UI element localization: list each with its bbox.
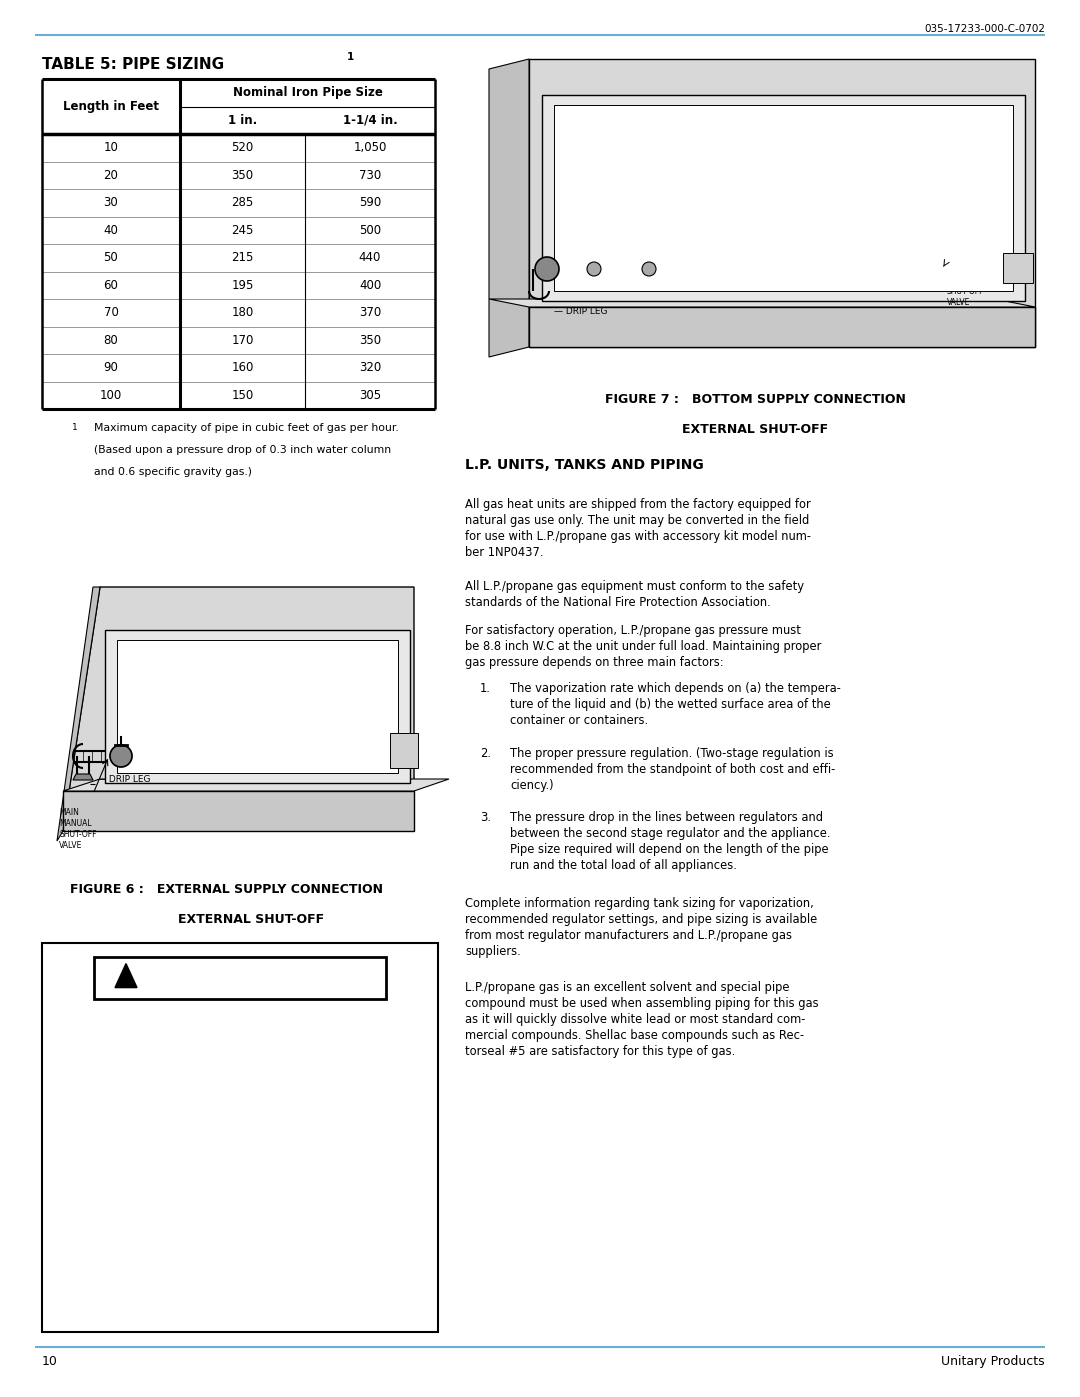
Text: 1,050: 1,050: [353, 141, 387, 154]
Text: The vaporization rate which depends on (a) the tempera-
ture of the liquid and (: The vaporization rate which depends on (…: [510, 682, 841, 726]
FancyBboxPatch shape: [94, 957, 386, 999]
Circle shape: [110, 745, 132, 767]
Text: All gas heat units are shipped from the factory equipped for
natural gas use onl: All gas heat units are shipped from the …: [465, 497, 811, 559]
Polygon shape: [63, 587, 414, 831]
Text: 730: 730: [359, 169, 381, 182]
Text: 20: 20: [104, 169, 119, 182]
Text: Maximum capacity of pipe in cubic feet of gas per hour.: Maximum capacity of pipe in cubic feet o…: [94, 423, 399, 433]
Text: 90: 90: [104, 362, 119, 374]
Text: MAIN
MANUAL
SHUT-OFF
VALVE: MAIN MANUAL SHUT-OFF VALVE: [59, 807, 96, 851]
Text: 2.: 2.: [480, 746, 491, 760]
Text: 170: 170: [231, 334, 254, 346]
Text: 160: 160: [231, 362, 254, 374]
Text: 350: 350: [231, 169, 254, 182]
Text: Nominal Iron Pipe Size: Nominal Iron Pipe Size: [232, 87, 382, 99]
Text: 1 in.: 1 in.: [228, 113, 257, 127]
Text: 180: 180: [231, 306, 254, 320]
Text: 1.: 1.: [480, 682, 491, 694]
Text: All L.P./propane gas equipment must conform to the safety
standards of the Natio: All L.P./propane gas equipment must conf…: [465, 580, 804, 609]
Polygon shape: [489, 59, 529, 358]
Text: Natural gas may contain some propane. Propane,
being an excellent solvent, will : Natural gas may contain some propane. Pr…: [60, 1016, 353, 1112]
Text: 195: 195: [231, 279, 254, 292]
Text: L.P. UNITS, TANKS AND PIPING: L.P. UNITS, TANKS AND PIPING: [465, 458, 704, 472]
Text: 150: 150: [231, 388, 254, 402]
Bar: [42, 943, 438, 1331]
Text: Length in Feet: Length in Feet: [63, 101, 159, 113]
Text: 40: 40: [104, 224, 119, 236]
Text: For satisfactory operation, L.P./propane gas pressure must
be 8.8 inch W.C at th: For satisfactory operation, L.P./propane…: [465, 624, 822, 669]
Text: 3.: 3.: [480, 812, 491, 824]
Text: — DRIP LEG: — DRIP LEG: [554, 307, 608, 316]
Text: MAIN
MANUAL
SHUT-OFF
VALVE: MAIN MANUAL SHUT-OFF VALVE: [947, 265, 985, 307]
Text: 60: 60: [104, 279, 119, 292]
Polygon shape: [529, 59, 1035, 346]
Text: L.P./propane gas is an excellent solvent and special pipe
compound must be used : L.P./propane gas is an excellent solvent…: [465, 981, 819, 1058]
Text: 245: 245: [231, 224, 254, 236]
Polygon shape: [73, 774, 93, 780]
Text: 10: 10: [42, 1355, 58, 1368]
Circle shape: [588, 263, 600, 277]
Text: 400: 400: [359, 279, 381, 292]
Text: 305: 305: [359, 388, 381, 402]
Bar: [390, 733, 418, 768]
Text: TABLE 5: PIPE SIZING: TABLE 5: PIPE SIZING: [42, 57, 225, 73]
Bar: [105, 630, 410, 782]
Text: The pressure drop in the lines between regulators and
between the second stage r: The pressure drop in the lines between r…: [510, 812, 831, 872]
Text: 035-17233-000-C-0702: 035-17233-000-C-0702: [924, 24, 1045, 34]
Text: EXTERNAL SHUT-OFF: EXTERNAL SHUT-OFF: [178, 914, 324, 926]
Text: 50: 50: [104, 251, 119, 264]
Bar: [554, 105, 1013, 291]
Polygon shape: [489, 299, 1035, 307]
Text: 30: 30: [104, 196, 119, 210]
Text: 1: 1: [347, 52, 354, 61]
Circle shape: [535, 257, 559, 281]
Text: 1: 1: [72, 423, 78, 432]
Circle shape: [642, 263, 656, 277]
Text: 320: 320: [359, 362, 381, 374]
Text: 590: 590: [359, 196, 381, 210]
Polygon shape: [63, 791, 414, 831]
Text: 10: 10: [104, 141, 119, 154]
Text: 80: 80: [104, 334, 119, 346]
Bar: [117, 640, 399, 773]
Text: Unitary Products: Unitary Products: [942, 1355, 1045, 1368]
Text: — DRIP LEG: — DRIP LEG: [97, 775, 150, 785]
Text: (Based upon a pressure drop of 0.3 inch water column: (Based upon a pressure drop of 0.3 inch …: [94, 446, 391, 455]
Bar: [1003, 253, 1032, 284]
Polygon shape: [114, 964, 137, 988]
Text: 70: 70: [104, 306, 119, 320]
Text: WARNING: WARNING: [186, 965, 314, 989]
Text: Complete information regarding tank sizing for vaporization,
recommended regulat: Complete information regarding tank sizi…: [465, 897, 818, 958]
Text: FIGURE 6 :   EXTERNAL SUPPLY CONNECTION: FIGURE 6 : EXTERNAL SUPPLY CONNECTION: [70, 883, 383, 895]
Text: 500: 500: [359, 224, 381, 236]
Text: 100: 100: [99, 388, 122, 402]
Text: 350: 350: [359, 334, 381, 346]
Text: 285: 285: [231, 196, 254, 210]
Text: EXTERNAL SHUT-OFF: EXTERNAL SHUT-OFF: [681, 423, 828, 436]
Bar: [542, 95, 1025, 300]
Polygon shape: [63, 780, 449, 791]
Text: 520: 520: [231, 141, 254, 154]
Polygon shape: [529, 307, 1035, 346]
Text: !: !: [123, 971, 129, 981]
Text: The proper pressure regulation. (Two-stage regulation is
recommended from the st: The proper pressure regulation. (Two-sta…: [510, 746, 835, 792]
Text: 1-1/4 in.: 1-1/4 in.: [342, 113, 397, 127]
Text: 370: 370: [359, 306, 381, 320]
Text: and 0.6 specific gravity gas.): and 0.6 specific gravity gas.): [94, 467, 252, 476]
Text: 215: 215: [231, 251, 254, 264]
Polygon shape: [57, 587, 100, 841]
Text: FIGURE 7 :   BOTTOM SUPPLY CONNECTION: FIGURE 7 : BOTTOM SUPPLY CONNECTION: [605, 393, 905, 407]
Text: 440: 440: [359, 251, 381, 264]
